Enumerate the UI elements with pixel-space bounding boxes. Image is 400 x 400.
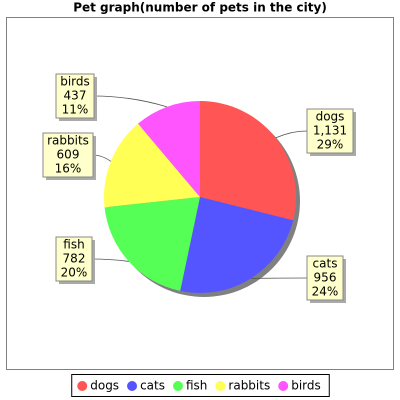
label-value: 956 <box>314 271 337 285</box>
label-value: 609 <box>57 148 80 162</box>
legend-marker <box>127 381 138 391</box>
label-box <box>42 132 94 178</box>
label-value: 437 <box>64 89 87 103</box>
label-percent: 20% <box>61 266 88 280</box>
legend-marker <box>278 381 289 391</box>
legend-label: birds <box>291 379 321 393</box>
legend-marker <box>172 381 183 391</box>
pie-slice <box>104 197 200 291</box>
label-percent: 24% <box>312 285 339 299</box>
legend-marker <box>77 381 88 391</box>
label-name: rabbits <box>47 134 89 148</box>
legend-box <box>71 374 330 397</box>
label-box <box>306 108 354 154</box>
pie-slice <box>180 197 294 293</box>
label-percent: 29% <box>317 138 344 152</box>
chart-title: Pet graph(number of pets in the city) <box>73 1 327 15</box>
label-box <box>55 236 93 282</box>
label-name: dogs <box>316 110 345 124</box>
label-name: cats <box>313 257 338 271</box>
label-box <box>55 73 95 119</box>
pie-slice <box>103 123 200 208</box>
label-name: fish <box>63 238 84 252</box>
pie-slice <box>138 101 200 197</box>
label-value: 782 <box>63 252 86 266</box>
label-value: 1,131 <box>313 124 347 138</box>
pie-slice <box>200 101 296 221</box>
label-name: birds <box>60 75 90 89</box>
label-percent: 11% <box>62 103 89 117</box>
leader-line <box>93 95 168 108</box>
legend-label: dogs <box>90 379 119 393</box>
legend-label: cats <box>140 379 165 393</box>
label-percent: 16% <box>55 162 82 176</box>
leader-line <box>91 258 129 262</box>
legend-marker <box>215 381 226 391</box>
legend-label: rabbits <box>228 379 270 393</box>
leader-line <box>275 130 308 139</box>
label-box <box>306 255 344 301</box>
legend-label: fish <box>186 379 207 393</box>
